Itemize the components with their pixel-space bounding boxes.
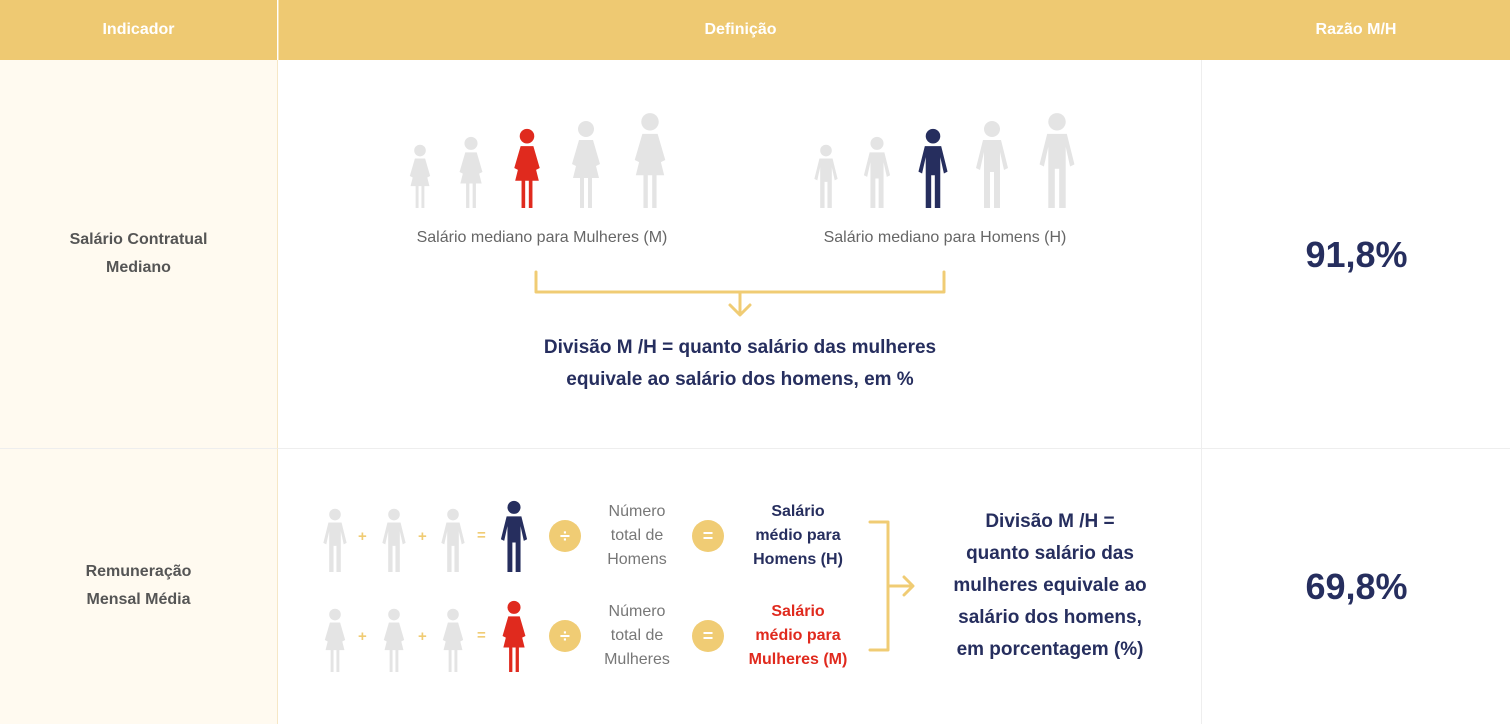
men-total-line1: Número [608,503,666,520]
man-icon [323,508,347,572]
equals-icon: = [477,527,486,544]
row2-division-line3: mulheres equivale ao [953,575,1147,596]
column-divider [1201,60,1202,724]
row2-division-line1: Divisão M /H = [985,511,1115,532]
plus-icon: + [358,528,367,545]
equals-icon: = [692,520,724,552]
women-total-line3: Mulheres [604,651,670,668]
man-icon [976,121,1008,208]
plus-icon: + [418,628,427,645]
man-icon [382,508,406,572]
men-total-line2: total de [610,527,664,544]
row1-indicator-line2: Mediano [106,259,171,276]
row1-division-line1: Divisão M /H = quanto salário das mulher… [543,337,937,358]
divide-icon: ÷ [549,520,581,552]
bracket-arrow-icon [868,520,915,652]
women-average-salary-label: Salário médio para Mulheres (M) [733,600,863,672]
women-avg-line3: Mulheres (M) [748,651,848,668]
woman-icon [514,128,540,208]
men-median-caption: Salário mediano para Homens (H) [823,229,1067,246]
woman-icon [459,136,483,208]
men-total-line3: Homens [607,551,667,568]
plus-icon: + [418,528,427,545]
bracket-arrow-icon [534,270,946,317]
row2-division-line2: quanto salário das [966,543,1134,564]
row2-division-line5: em porcentagem (%) [956,639,1144,660]
man-icon [441,508,465,572]
row1-ratio-value: 91,8% [1305,234,1408,275]
divide-icon: ÷ [549,620,581,652]
row2-division-text: Divisão M /H = quanto salário das mulher… [920,506,1180,666]
woman-icon [383,608,405,672]
women-avg-line1: Salário [771,603,825,620]
men-total-count-label: Número total de Homens [587,500,687,572]
women-avg-line2: médio para [755,627,841,644]
men-average-salary-label: Salário médio para Homens (H) [733,500,863,572]
row2-indicator-label: Remuneração Mensal Média [0,558,277,614]
row2-ratio-value: 69,8% [1305,566,1408,607]
header-indicator: Indicador [0,0,277,60]
man-icon [918,128,948,208]
woman-icon [409,144,431,208]
man-icon [814,144,838,208]
woman-icon [502,600,526,672]
men-avg-line3: Homens (H) [753,551,843,568]
row1-indicator-label: Salário Contratual Mediano [0,226,277,282]
man-icon [1039,113,1075,208]
woman-icon [572,121,600,208]
row-divider [278,448,1510,449]
man-icon [500,500,528,572]
men-avg-line1: Salário [771,503,825,520]
row1-division-text: Divisão M /H = quanto salário das mulher… [440,332,1040,396]
women-total-line2: total de [610,627,664,644]
woman-icon [324,608,346,672]
row2-division-line4: salário dos homens, [958,607,1142,628]
man-icon [863,136,891,208]
row1-indicator-line1: Salário Contratual [69,231,208,248]
woman-icon [442,608,464,672]
men-avg-line2: médio para [755,527,841,544]
row1-indicator-cell [0,60,278,449]
women-total-line1: Número [608,603,666,620]
row1-division-line2: equivale ao salário dos homens, em % [566,369,914,390]
women-median-caption: Salário mediano para Mulheres (M) [416,229,668,246]
header-ratio: Razão M/H [1202,0,1510,60]
woman-icon [634,113,666,208]
row2-indicator-line2: Mensal Média [86,591,191,608]
row2-indicator-cell [0,449,278,724]
row2-indicator-line1: Remuneração [85,563,192,580]
equals-icon: = [477,627,486,644]
women-total-count-label: Número total de Mulheres [587,600,687,672]
plus-icon: + [358,628,367,645]
header-definition: Definição [278,0,1203,60]
equals-icon: = [692,620,724,652]
